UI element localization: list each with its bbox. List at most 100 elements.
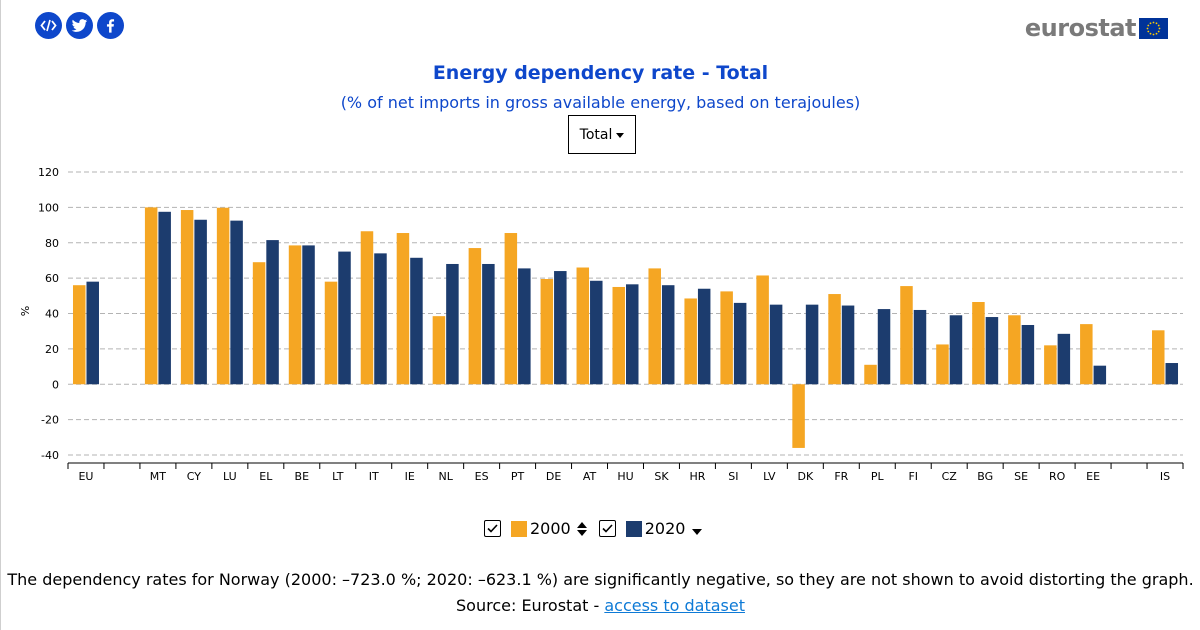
x-tick-label: CY <box>187 470 201 483</box>
x-tick-label: BE <box>295 470 310 483</box>
bar-2020-DE <box>554 271 567 385</box>
bar-2000-SK <box>648 268 661 385</box>
bar-2000-DE <box>540 279 554 385</box>
eu-flag-icon <box>1139 17 1168 39</box>
bar-2020-PT <box>518 268 531 385</box>
bar-2000-HU <box>612 286 625 385</box>
legend-swatch-2020 <box>625 520 642 537</box>
bar-2000-IE <box>396 233 410 385</box>
x-tick-label: IS <box>1160 470 1170 483</box>
x-tick-label: LT <box>332 470 344 483</box>
legend-label-2020: 2020 <box>644 519 686 538</box>
dataset-link[interactable]: access to dataset <box>604 596 745 615</box>
indicator-dropdown[interactable]: Total <box>568 115 636 154</box>
bar-2000-BG <box>972 302 985 385</box>
x-tick-label: LU <box>223 470 237 483</box>
y-tick-label: 80 <box>45 237 59 250</box>
legend-label-2000: 2000 <box>530 519 571 538</box>
y-tick-label: -20 <box>41 414 59 427</box>
checkbox-2020[interactable] <box>598 520 616 537</box>
y-tick-label: -40 <box>41 449 59 462</box>
y-tick-label: 40 <box>45 308 59 321</box>
x-tick-label: AT <box>583 470 597 483</box>
bar-2020-BG <box>985 317 999 385</box>
bar-2020-IE <box>410 257 423 385</box>
source-prefix: Source: Eurostat - <box>456 596 605 615</box>
x-tick-label: ES <box>475 470 489 483</box>
bar-2000-RO <box>1044 345 1057 385</box>
x-tick-label: EU <box>78 470 93 483</box>
bar-chart: -40 -20 0 20 40 60 80 100 120% EU MT CY LU EL BE LT IT IE… <box>19 166 1184 483</box>
bar-2000-CY <box>180 210 194 385</box>
x-tick-label: SE <box>1014 470 1028 483</box>
source-line: Source: Eurostat - access to dataset <box>1 596 1200 615</box>
x-tick-label: PT <box>511 470 525 483</box>
bar-2000-CZ <box>936 344 949 385</box>
sort-both-icon[interactable] <box>576 521 587 536</box>
bar-2020-LU <box>230 220 243 385</box>
bar-2020-HU <box>626 284 639 385</box>
bar-2000-PT <box>504 233 518 385</box>
bar-2000-SE <box>1008 315 1021 385</box>
bar-2000-PL <box>864 364 877 385</box>
x-tick-label: RO <box>1049 470 1066 483</box>
bar-2020-AT <box>590 280 603 385</box>
y-tick-label: 0 <box>52 378 59 391</box>
x-tick-label: HU <box>617 470 633 483</box>
bar-2000-HR <box>684 298 697 385</box>
bar-2020-FI <box>913 309 927 385</box>
bar-2020-SK <box>661 285 675 385</box>
sort-desc-icon[interactable] <box>692 528 703 535</box>
x-tick-label: IE <box>405 470 415 483</box>
bar-2020-DK <box>805 304 819 385</box>
bar-2020-BE <box>302 245 315 385</box>
x-tick-label: PL <box>871 470 885 483</box>
legend-item-2000[interactable]: 2000 <box>484 519 587 538</box>
bar-2000-DK <box>792 384 805 448</box>
legend-swatch-2000 <box>511 520 527 537</box>
x-tick-label: CZ <box>942 470 958 483</box>
bar-2020-LT <box>338 251 351 385</box>
bar-2000-NL <box>432 316 446 385</box>
facebook-icon[interactable] <box>97 12 124 39</box>
legend-item-2020[interactable]: 2020 <box>598 519 703 538</box>
bar-2000-EL <box>252 262 266 385</box>
y-tick-label: 120 <box>38 166 59 179</box>
x-tick-label: SK <box>654 470 669 483</box>
checkbox-2000[interactable] <box>484 520 501 537</box>
x-tick-label: BG <box>977 470 993 483</box>
bar-2020-CY <box>194 219 207 385</box>
bar-2020-CZ <box>949 315 963 385</box>
bar-2000-AT <box>576 267 590 385</box>
y-tick-label: 60 <box>45 272 59 285</box>
bar-2020-EU <box>86 281 99 385</box>
bar-2020-IS <box>1165 363 1179 385</box>
bar-2000-ES <box>468 248 482 385</box>
check-icon <box>602 524 613 533</box>
twitter-icon[interactable] <box>66 12 93 39</box>
bar-2000-LV <box>756 275 769 385</box>
bar-2020-NL <box>446 263 459 385</box>
x-tick-label: FR <box>834 470 848 483</box>
y-tick-label: 100 <box>38 201 59 214</box>
bar-2020-SE <box>1021 324 1035 385</box>
embed-icon[interactable] <box>35 12 62 39</box>
bar-2000-MT <box>144 207 158 385</box>
bar-2020-ES <box>482 263 495 385</box>
bar-2000-FR <box>828 294 841 385</box>
x-tick-label: EE <box>1086 470 1100 483</box>
x-tick-label: LV <box>763 470 776 483</box>
bar-2000-BE <box>288 245 302 385</box>
footnote: The dependency rates for Norway (2000: –… <box>7 570 1194 589</box>
x-tick-label: IT <box>369 470 379 483</box>
bar-2000-EE <box>1080 324 1093 385</box>
bar-2020-SI <box>733 302 747 385</box>
bar-2020-EE <box>1093 365 1107 385</box>
x-tick-label: EL <box>259 470 273 483</box>
eurostat-logo: eurostat <box>1025 16 1168 40</box>
x-tick-label: DK <box>797 470 813 483</box>
bar-2000-LU <box>216 207 230 385</box>
bar-2020-IT <box>374 253 387 385</box>
dropdown-selected-value: Total <box>579 126 613 143</box>
bar-2020-FR <box>841 305 855 385</box>
